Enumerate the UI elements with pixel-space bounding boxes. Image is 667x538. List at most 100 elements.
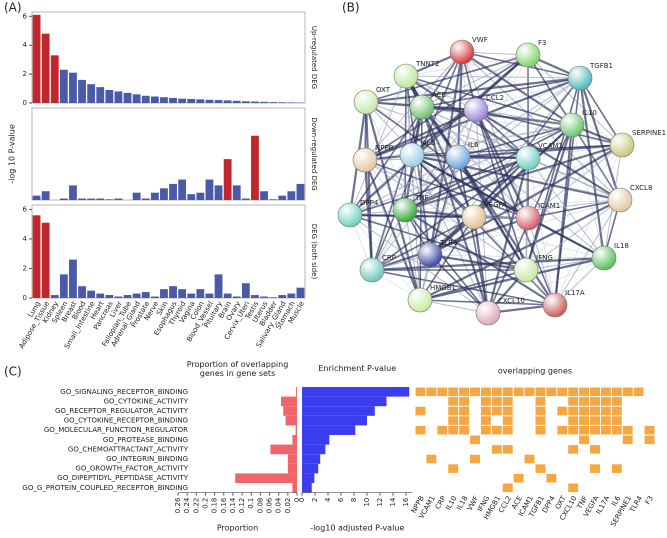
gene-cell [568, 455, 578, 464]
gene-cell [634, 416, 644, 425]
gene-cell [611, 425, 622, 435]
edge [365, 101, 459, 158]
gene-cell [514, 397, 524, 406]
bar [260, 296, 268, 298]
edge [554, 199, 621, 306]
bar [169, 286, 177, 298]
gene-cell [590, 455, 600, 464]
gene-cell [426, 426, 436, 435]
gene-cell [459, 474, 469, 483]
gene-cell [426, 454, 437, 464]
gene-cell [503, 436, 513, 445]
gene-cell [579, 474, 589, 483]
node-label: VCAM1 [538, 142, 563, 150]
x-axis-label: -log10 adjusted P-value [310, 524, 404, 533]
gene-cell [426, 397, 436, 406]
edge [554, 144, 623, 306]
gene-cell [600, 416, 611, 425]
gene-cell [416, 455, 426, 464]
gene-cell [600, 406, 611, 416]
panel-label: (A) [4, 1, 22, 15]
gene-cell [634, 407, 644, 416]
bar [150, 96, 159, 103]
edge [404, 156, 459, 211]
gene-cell [491, 406, 502, 416]
gene-cell [514, 416, 524, 425]
gene-cell [437, 464, 447, 473]
gene-cell [525, 484, 535, 493]
edge [411, 153, 621, 202]
bar [78, 286, 86, 298]
bar [132, 94, 141, 103]
gene-cell [579, 397, 590, 406]
gene-cell [437, 407, 447, 416]
node [515, 205, 541, 231]
gene-cell [546, 397, 556, 406]
chart-title: Proportion of overlapping genes in gene … [186, 360, 289, 378]
gene-cell [623, 464, 633, 473]
edge [405, 75, 581, 79]
gene-cell [491, 397, 502, 406]
gene-cell [480, 425, 491, 435]
gene-cell [416, 445, 426, 454]
bar [269, 199, 278, 200]
node-label: CXCL10 [498, 297, 525, 305]
gene-cell [634, 397, 644, 406]
node [607, 187, 633, 213]
edge [527, 144, 623, 219]
edge [371, 154, 413, 271]
gene-cell [535, 416, 546, 425]
gene-cell [601, 455, 611, 464]
gene-cell [459, 436, 469, 445]
bar [59, 274, 68, 298]
gene-cell [492, 484, 502, 493]
node-label: TNNT2 [415, 60, 439, 68]
edge [365, 54, 529, 103]
gene-cell [557, 416, 567, 425]
chart-title-box: Enrichment P-value [318, 364, 396, 373]
gene-cell [579, 455, 589, 464]
bar [59, 69, 68, 103]
panel-label: (C) [4, 365, 22, 379]
edge [461, 51, 623, 146]
x-tick-label: 10 [363, 498, 371, 507]
bar [287, 454, 297, 464]
node-label: OXT [376, 86, 391, 94]
gene-cell [459, 406, 470, 416]
x-tick-label: 0.08 [256, 498, 264, 514]
gene-cell [568, 436, 578, 445]
category-label: GO_CYTOKINE_RECEPTOR_BINDING [64, 417, 188, 425]
gene-cell [601, 445, 611, 454]
gene-cell [514, 455, 524, 464]
gene-cell [415, 387, 426, 397]
gene-cell [502, 416, 513, 425]
bar [41, 222, 50, 298]
bar [160, 188, 168, 200]
panel-label: (B) [342, 1, 360, 15]
gene-cell [645, 445, 655, 454]
gene-cell [600, 425, 611, 435]
node [449, 39, 475, 65]
edge [429, 254, 489, 314]
gene-cell [634, 445, 644, 454]
grid-title: overlapping genes [498, 367, 572, 376]
edge [364, 108, 477, 162]
gene-cell [491, 425, 502, 435]
gene-cell [644, 425, 655, 435]
gene-cell [536, 484, 546, 493]
bar [178, 289, 187, 298]
edge [527, 217, 605, 259]
gene-cell [513, 473, 524, 483]
gene-cell [503, 464, 513, 473]
node-label: SERPINE1 [632, 129, 666, 137]
bar [302, 463, 319, 474]
edge [487, 217, 529, 314]
gene-cell [502, 397, 513, 406]
node-label: CXCL8 [630, 184, 652, 192]
bar [50, 295, 59, 298]
bar [302, 425, 356, 435]
edge [527, 54, 623, 146]
bar [269, 297, 278, 298]
edge [473, 216, 527, 271]
edge [527, 199, 621, 219]
